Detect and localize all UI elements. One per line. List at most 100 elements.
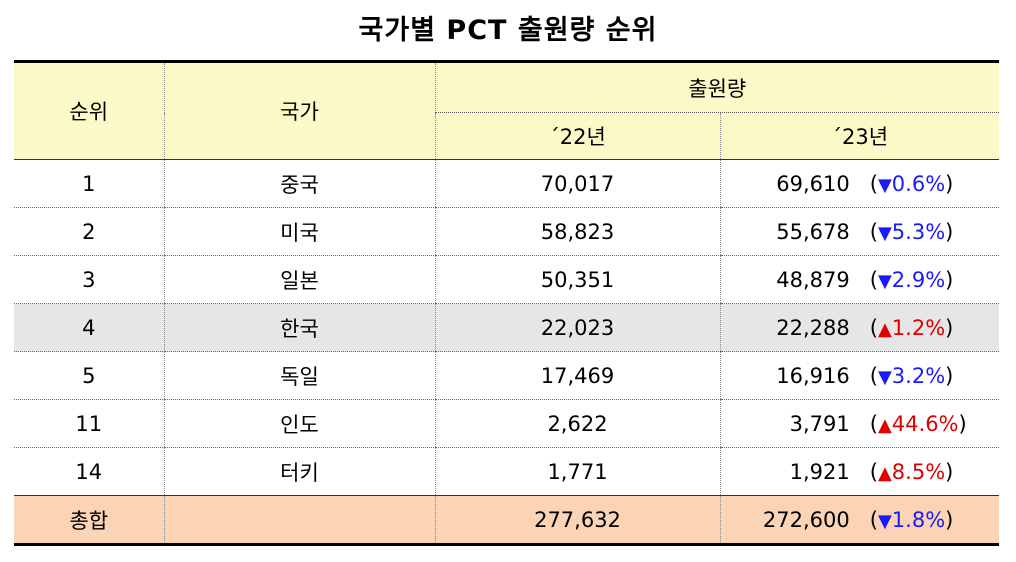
change-percent: 5.3% bbox=[891, 219, 946, 244]
row-2023-cell: 3,791 (▲44.6%) bbox=[721, 412, 1000, 436]
change-percent: 1.8% bbox=[891, 507, 946, 532]
trend-arrow-icon: ▼ bbox=[877, 366, 892, 388]
country-cell: 터키 bbox=[163, 447, 435, 496]
row-2023: 69,610 (▼0.6%) bbox=[719, 159, 1000, 208]
trend-arrow-icon: ▲ bbox=[877, 462, 892, 484]
table-row: 5 독일 17,469 16,916 (▼3.2%) bbox=[14, 351, 999, 400]
rank-cell: 5 bbox=[14, 351, 164, 400]
total-2023-value: 272,600 bbox=[762, 507, 850, 532]
row-change: (▲44.6%) bbox=[850, 411, 967, 436]
row-change: (▲1.2%) bbox=[850, 316, 960, 340]
table-title: 국가별 PCT 출원량 순위 bbox=[358, 15, 658, 46]
change-indicator: ▼5.3% bbox=[878, 220, 945, 244]
paren-open: ( bbox=[869, 459, 878, 484]
paren-open: ( bbox=[869, 507, 878, 532]
pct-ranking-table: 순위 국가 출원량 ´22년 ´23년 1 중국 70,017 69,610 (▼0.6… bbox=[14, 60, 999, 546]
country-cell: 인도 bbox=[163, 399, 435, 448]
row-change: (▼2.9%) bbox=[850, 268, 960, 292]
total-country-empty bbox=[163, 495, 435, 545]
rank-cell: 3 bbox=[14, 255, 164, 304]
row-2023-cell: 22,288 (▲1.2%) bbox=[721, 316, 1000, 340]
paren-open: ( bbox=[869, 411, 878, 436]
country-header: 국가 bbox=[163, 61, 435, 160]
value-2022-cell: 58,823 bbox=[434, 207, 720, 256]
row-change: (▼5.3%) bbox=[850, 220, 960, 244]
country-cell: 독일 bbox=[163, 351, 435, 400]
rank-cell: 14 bbox=[14, 447, 164, 496]
row-2023-value: 1,921 bbox=[789, 459, 850, 484]
value-2022-cell: 50,351 bbox=[434, 255, 720, 304]
trend-arrow-icon: ▼ bbox=[877, 270, 892, 292]
row-2023: 48,879 (▼2.9%) bbox=[719, 255, 1000, 304]
row-2023-value: 16,916 bbox=[776, 363, 850, 388]
total-row: 총합 277,632 272,600 (▼1.8%) bbox=[14, 495, 1000, 545]
paren-close: ) bbox=[945, 507, 954, 532]
trend-arrow-icon: ▼ bbox=[877, 222, 892, 244]
change-indicator: ▲44.6% bbox=[878, 412, 959, 436]
paren-close: ) bbox=[945, 171, 954, 196]
rank-header: 순위 bbox=[14, 61, 164, 160]
table-body: 1 중국 70,017 69,610 (▼0.6%) 2 미국 58,823 55,678 (▼5… bbox=[14, 159, 1000, 545]
row-2023: 3,791 (▲44.6%) bbox=[719, 399, 1000, 448]
year-2023-header: ´23년 bbox=[719, 112, 999, 160]
country-cell: 미국 bbox=[163, 207, 435, 256]
total-2023: 272,600 (▼1.8%) bbox=[719, 495, 1000, 545]
paren-open: ( bbox=[869, 267, 878, 292]
row-2023-value: 3,791 bbox=[789, 411, 850, 436]
change-percent: 1.2% bbox=[891, 315, 946, 340]
change-percent: 0.6% bbox=[891, 171, 946, 196]
row-2023: 1,921 (▲8.5%) bbox=[719, 447, 1000, 496]
row-2023-cell: 48,879 (▼2.9%) bbox=[721, 268, 1000, 292]
total-change: (▼1.8%) bbox=[850, 508, 960, 532]
row-2023-value: 48,879 bbox=[776, 267, 850, 292]
value-2022-cell: 22,023 bbox=[434, 303, 720, 352]
row-2023-cell: 55,678 (▼5.3%) bbox=[721, 220, 1000, 244]
paren-close: ) bbox=[945, 459, 954, 484]
trend-arrow-icon: ▼ bbox=[877, 510, 892, 532]
row-2023: 16,916 (▼3.2%) bbox=[719, 351, 999, 400]
row-2023-cell: 69,610 (▼0.6%) bbox=[721, 172, 1000, 196]
table-row: 1 중국 70,017 69,610 (▼0.6%) bbox=[14, 159, 1000, 208]
paren-open: ( bbox=[869, 171, 878, 196]
change-indicator: ▼0.6% bbox=[878, 172, 945, 196]
trend-arrow-icon: ▲ bbox=[877, 318, 892, 340]
paren-open: ( bbox=[869, 315, 878, 340]
year-2022-header: ´22년 bbox=[434, 112, 720, 160]
rank-cell: 2 bbox=[14, 207, 164, 256]
value-2022-cell: 70,017 bbox=[434, 159, 720, 208]
value-2022-cell: 2,622 bbox=[434, 399, 720, 448]
paren-close: ) bbox=[945, 363, 954, 388]
total-label: 총합 bbox=[14, 495, 164, 545]
change-percent: 2.9% bbox=[891, 267, 946, 292]
trend-arrow-icon: ▲ bbox=[877, 414, 892, 436]
change-indicator: ▲8.5% bbox=[878, 460, 945, 484]
table-row: 2 미국 58,823 55,678 (▼5.3%) bbox=[14, 207, 1000, 256]
table-row: 11 인도 2,622 3,791 (▲44.6%) bbox=[14, 399, 1000, 448]
paren-open: ( bbox=[869, 363, 878, 388]
change-indicator: ▼1.8% bbox=[878, 508, 945, 532]
rank-cell: 1 bbox=[14, 159, 164, 208]
table-row: 3 일본 50,351 48,879 (▼2.9%) bbox=[14, 255, 1000, 304]
row-change: (▲8.5%) bbox=[850, 460, 960, 484]
change-indicator: ▼2.9% bbox=[878, 268, 945, 292]
row-2023: 22,288 (▲1.2%) bbox=[719, 303, 1000, 352]
row-change: (▼0.6%) bbox=[850, 172, 960, 196]
table-row: 4 한국 22,023 22,288 (▲1.2%) bbox=[14, 303, 1000, 352]
country-cell: 한국 bbox=[163, 303, 435, 352]
value-2022-cell: 1,771 bbox=[434, 447, 720, 496]
rank-cell: 11 bbox=[14, 399, 164, 448]
change-percent: 3.2% bbox=[891, 363, 946, 388]
trend-arrow-icon: ▼ bbox=[877, 174, 892, 196]
paren-close: ) bbox=[958, 411, 967, 436]
total-2022-value: 277,632 bbox=[434, 495, 720, 545]
change-indicator: ▲1.2% bbox=[878, 316, 945, 340]
row-2023-value: 22,288 bbox=[776, 315, 850, 340]
rank-cell: 4 bbox=[14, 303, 164, 352]
row-2023-cell: 1,921 (▲8.5%) bbox=[721, 460, 1000, 484]
row-change: (▼3.2%) bbox=[850, 364, 960, 388]
table-header: 순위 국가 출원량 ´22년 ´23년 bbox=[14, 61, 999, 160]
total-2023-cell: 272,600 (▼1.8%) bbox=[721, 508, 1000, 532]
paren-close: ) bbox=[945, 267, 954, 292]
change-percent: 44.6% bbox=[891, 411, 959, 436]
country-cell: 중국 bbox=[163, 159, 435, 208]
